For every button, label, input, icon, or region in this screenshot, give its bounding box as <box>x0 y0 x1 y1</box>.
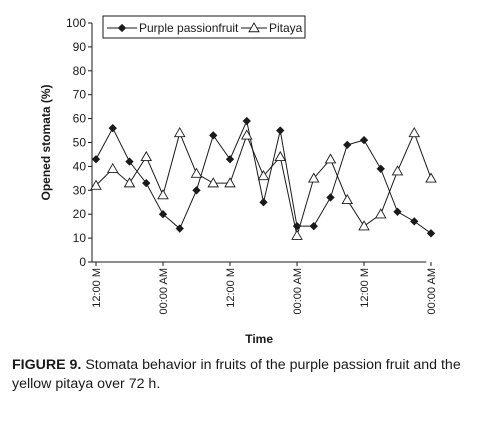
data-point-triangle <box>190 167 203 178</box>
data-point-triangle <box>274 150 287 162</box>
data-point-triangle <box>358 220 370 231</box>
data-point-triangle <box>248 22 260 33</box>
data-point-diamond <box>225 155 235 164</box>
data-point-diamond <box>91 155 101 164</box>
data-point-diamond <box>192 186 201 195</box>
data-point-diamond <box>259 198 268 207</box>
data-point-diamond <box>343 140 352 150</box>
figure-caption-text: Stomata behavior in fruits of the purple… <box>12 357 461 392</box>
y-tick-label: 10 <box>73 231 87 245</box>
data-point-triangle <box>324 153 337 164</box>
figure-caption-label: FIGURE 9. <box>12 357 82 373</box>
figure-caption: FIGURE 9. Stomata behavior in fruits of … <box>12 356 474 394</box>
data-point-diamond <box>359 135 369 145</box>
y-tick-label: 100 <box>66 16 86 30</box>
data-point-triangle <box>240 129 253 140</box>
data-point-diamond <box>117 23 127 33</box>
data-point-diamond <box>242 116 251 126</box>
data-point-triangle <box>291 229 303 240</box>
y-tick-label: 20 <box>73 207 87 221</box>
data-point-triangle <box>106 162 119 173</box>
data-point-diamond <box>158 210 168 219</box>
data-point-diamond <box>175 224 184 233</box>
data-point-diamond <box>142 178 151 188</box>
data-point-triangle <box>425 172 437 183</box>
y-tick-label: 0 <box>79 255 86 269</box>
y-tick-label: 50 <box>73 136 87 150</box>
chart: 0 10 20 30 40 50 60 70 80 90 100 12:00 M 00:00 AM 12:… <box>39 15 438 346</box>
data-point-triangle <box>157 189 169 200</box>
data-point-triangle <box>173 127 186 138</box>
y-axis-label: Opened stomata (%) <box>39 84 53 200</box>
y-tick-label: 90 <box>73 40 87 54</box>
data-point-triangle <box>374 208 387 219</box>
data-point-triangle <box>224 177 236 188</box>
y-tick-label: 60 <box>73 112 87 126</box>
data-point-triangle <box>207 177 220 188</box>
data-point-triangle <box>257 170 270 181</box>
series-pitaya <box>90 127 437 240</box>
x-tick-label: 12:00 M <box>359 268 371 308</box>
data-point-triangle <box>140 150 153 162</box>
x-tick-label: 00:00 AM <box>292 268 304 314</box>
legend-label: Purple passionfruit <box>139 21 239 35</box>
data-point-diamond <box>326 193 335 202</box>
data-point-diamond <box>376 164 385 173</box>
data-point-diamond <box>125 157 134 166</box>
data-point-diamond <box>276 126 285 135</box>
legend-label: Pitaya <box>269 21 303 35</box>
data-point-diamond <box>410 217 419 226</box>
data-point-diamond <box>209 131 218 140</box>
data-point-triangle <box>391 165 404 176</box>
y-tick-label: 30 <box>73 183 87 197</box>
y-tick-label: 70 <box>73 88 87 102</box>
y-tick-label: 80 <box>73 64 87 78</box>
x-tick-label: 00:00 AM <box>426 268 438 314</box>
data-point-triangle <box>341 193 354 205</box>
data-point-diamond <box>309 221 318 231</box>
data-point-diamond <box>108 123 117 133</box>
data-point-diamond <box>393 207 402 216</box>
x-tick-label: 12:00 M <box>225 268 237 308</box>
data-point-triangle <box>90 179 102 190</box>
data-point-diamond <box>426 229 436 238</box>
y-tick-label: 40 <box>73 159 87 173</box>
legend: Purple passionfruit Pitaya <box>102 15 306 39</box>
data-point-triangle <box>123 177 136 188</box>
legend-box <box>102 15 306 39</box>
data-point-triangle <box>307 172 320 183</box>
x-tick-label: 00:00 AM <box>158 268 170 314</box>
data-point-triangle <box>408 127 421 138</box>
x-tick-label: 12:00 M <box>91 268 103 308</box>
x-axis-label: Time <box>245 332 273 346</box>
series-purple-passionfruit <box>91 116 436 238</box>
